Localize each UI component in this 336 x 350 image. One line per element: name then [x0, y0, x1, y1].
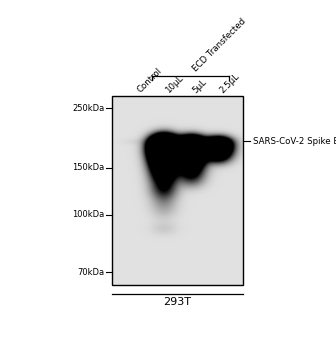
- Text: 70kDa: 70kDa: [77, 268, 104, 277]
- Text: 10μL: 10μL: [164, 73, 185, 94]
- Text: 100kDa: 100kDa: [72, 210, 104, 219]
- Text: Control: Control: [135, 66, 163, 95]
- Text: SARS-CoV-2 Spike ECD: SARS-CoV-2 Spike ECD: [253, 137, 336, 146]
- Text: 250kDa: 250kDa: [72, 104, 104, 113]
- Text: ECD Transfected: ECD Transfected: [191, 16, 247, 73]
- Text: 293T: 293T: [163, 297, 192, 307]
- Text: 5μL: 5μL: [191, 77, 209, 94]
- Text: 150kDa: 150kDa: [72, 163, 104, 172]
- Text: 2.5μL: 2.5μL: [218, 71, 241, 94]
